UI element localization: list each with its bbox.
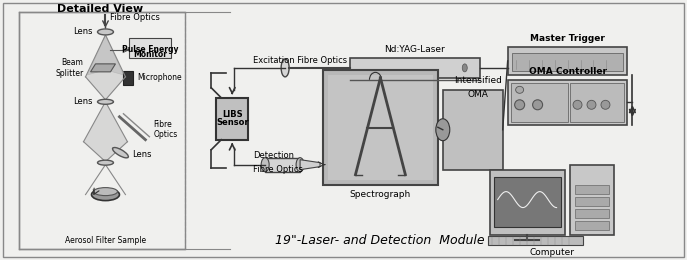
Text: Fibre
Optics: Fibre Optics bbox=[153, 120, 178, 139]
FancyBboxPatch shape bbox=[508, 47, 627, 75]
Ellipse shape bbox=[261, 158, 269, 172]
FancyBboxPatch shape bbox=[574, 220, 609, 230]
Text: Aerosol Filter Sample: Aerosol Filter Sample bbox=[65, 236, 146, 244]
Ellipse shape bbox=[113, 147, 128, 158]
FancyBboxPatch shape bbox=[443, 90, 503, 170]
Ellipse shape bbox=[93, 188, 117, 196]
Ellipse shape bbox=[515, 100, 525, 110]
Ellipse shape bbox=[91, 188, 120, 201]
Text: Excitation Fibre Optics: Excitation Fibre Optics bbox=[254, 56, 348, 65]
Ellipse shape bbox=[516, 86, 523, 93]
Text: Detection: Detection bbox=[254, 151, 294, 160]
Polygon shape bbox=[87, 35, 124, 75]
Polygon shape bbox=[19, 12, 185, 250]
FancyBboxPatch shape bbox=[512, 53, 623, 71]
FancyBboxPatch shape bbox=[574, 185, 609, 194]
FancyBboxPatch shape bbox=[129, 38, 171, 58]
FancyBboxPatch shape bbox=[508, 80, 627, 125]
Text: Microphone: Microphone bbox=[137, 73, 182, 82]
Text: Lens: Lens bbox=[73, 97, 93, 106]
FancyBboxPatch shape bbox=[490, 170, 565, 235]
Text: Lens: Lens bbox=[73, 28, 93, 36]
Ellipse shape bbox=[98, 29, 113, 35]
FancyBboxPatch shape bbox=[570, 165, 614, 235]
Ellipse shape bbox=[587, 100, 596, 109]
FancyBboxPatch shape bbox=[570, 83, 624, 122]
Text: Computer: Computer bbox=[530, 249, 574, 257]
Text: OMA: OMA bbox=[467, 90, 488, 99]
FancyBboxPatch shape bbox=[323, 70, 438, 185]
Polygon shape bbox=[84, 102, 128, 162]
Text: Intensified: Intensified bbox=[454, 76, 502, 85]
Text: Lens: Lens bbox=[133, 150, 152, 159]
Polygon shape bbox=[91, 64, 115, 72]
Text: LIBS: LIBS bbox=[222, 110, 243, 119]
Text: OMA Controller: OMA Controller bbox=[528, 67, 607, 76]
Text: 19"-Laser- and Detection  Module: 19"-Laser- and Detection Module bbox=[275, 235, 485, 248]
Ellipse shape bbox=[98, 99, 113, 104]
Ellipse shape bbox=[462, 64, 467, 72]
Text: Sensor: Sensor bbox=[216, 118, 249, 127]
FancyBboxPatch shape bbox=[328, 75, 433, 180]
Polygon shape bbox=[85, 35, 126, 100]
Text: Nd:YAG-Laser: Nd:YAG-Laser bbox=[385, 45, 445, 54]
Ellipse shape bbox=[573, 100, 582, 109]
Text: Pulse Energy: Pulse Energy bbox=[122, 45, 179, 54]
Text: Fibre Optics: Fibre Optics bbox=[254, 165, 303, 174]
Ellipse shape bbox=[281, 59, 289, 77]
Text: Master Trigger: Master Trigger bbox=[530, 34, 605, 43]
Ellipse shape bbox=[296, 158, 304, 172]
Ellipse shape bbox=[98, 160, 113, 165]
FancyBboxPatch shape bbox=[124, 71, 133, 85]
Text: Detailed View: Detailed View bbox=[58, 4, 144, 14]
FancyBboxPatch shape bbox=[265, 158, 300, 172]
Ellipse shape bbox=[601, 100, 610, 109]
FancyBboxPatch shape bbox=[574, 197, 609, 206]
FancyBboxPatch shape bbox=[350, 58, 480, 78]
Text: Spectrograph: Spectrograph bbox=[350, 190, 411, 199]
FancyBboxPatch shape bbox=[574, 209, 609, 218]
Ellipse shape bbox=[532, 100, 543, 110]
Ellipse shape bbox=[436, 119, 450, 141]
FancyBboxPatch shape bbox=[216, 98, 248, 140]
Polygon shape bbox=[300, 160, 320, 170]
FancyBboxPatch shape bbox=[510, 83, 567, 122]
FancyBboxPatch shape bbox=[494, 177, 561, 226]
Text: Beam
Splitter: Beam Splitter bbox=[55, 58, 84, 77]
Text: Fibre Optics: Fibre Optics bbox=[111, 14, 160, 22]
Text: Monitor: Monitor bbox=[133, 50, 168, 59]
FancyBboxPatch shape bbox=[488, 236, 583, 245]
